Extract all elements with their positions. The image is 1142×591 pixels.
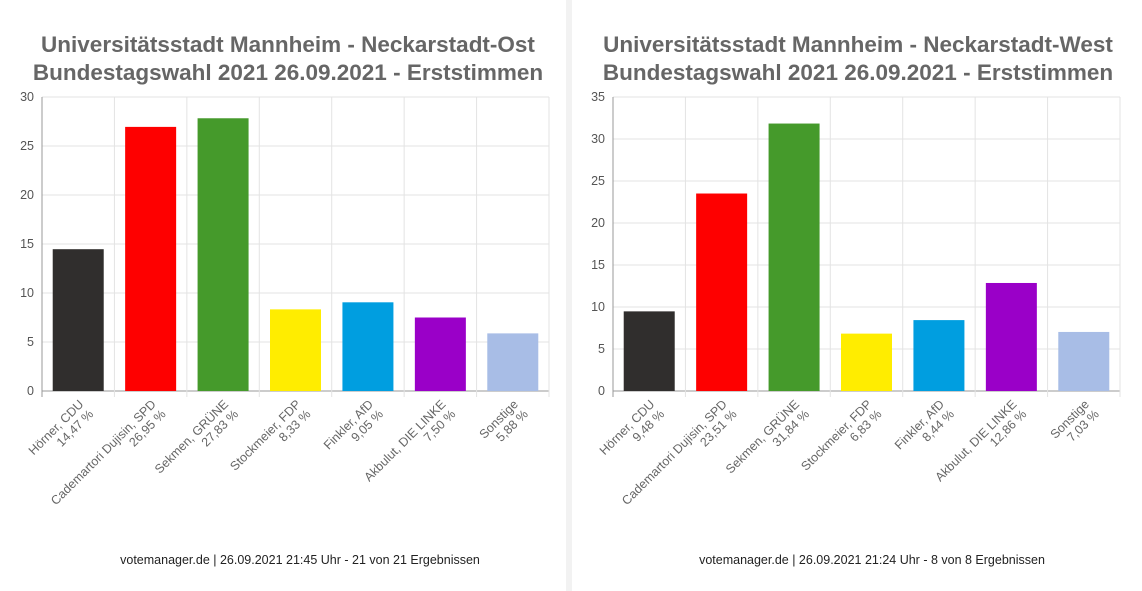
y-tick-label: 25 [591, 174, 605, 188]
bar [985, 282, 1037, 391]
x-tick-label: Sekmen, GRÜNE27,83 % [152, 397, 241, 486]
bar [52, 249, 104, 391]
y-tick-label: 5 [27, 335, 34, 349]
bar-chart-ost: Universitätsstadt Mannheim - Neckarstadt… [20, 32, 550, 567]
bar [623, 311, 675, 391]
chart-footer: votemanager.de | 26.09.2021 21:24 Uhr - … [699, 553, 1045, 567]
y-tick-label: 5 [598, 342, 605, 356]
y-tick-label: 20 [20, 188, 34, 202]
chart-title-line1: Universitätsstadt Mannheim - Neckarstadt… [603, 32, 1113, 57]
y-tick-label: 25 [20, 139, 34, 153]
chart-title-line2: Bundestagswahl 2021 26.09.2021 - Erststi… [603, 60, 1113, 85]
bar [696, 193, 748, 391]
x-tick-label: Sekmen, GRÜNE31,84 % [723, 397, 812, 486]
x-tick-label: Finkler, AfD9,05 % [321, 397, 386, 462]
bar [913, 320, 965, 391]
bar [125, 126, 177, 391]
x-tick-label: Sonstige5,88 % [477, 397, 531, 451]
bar [197, 118, 249, 392]
y-tick-label: 10 [591, 300, 605, 314]
x-tick-label: Finkler, AfD8,44 % [892, 397, 957, 462]
chart-title-line2: Bundestagswahl 2021 26.09.2021 - Erststi… [33, 60, 543, 85]
x-tick-label: Stockmeier, FDP8,33 % [227, 397, 313, 483]
y-tick-label: 35 [591, 90, 605, 104]
y-tick-label: 0 [27, 384, 34, 398]
y-tick-label: 15 [20, 237, 34, 251]
bar-chart-west: Universitätsstadt Mannheim - Neckarstadt… [591, 32, 1121, 567]
x-tick-label: Hörner, CDU14,47 % [26, 397, 96, 467]
chart-panel-neckarstadt-ost: Universitätsstadt Mannheim - Neckarstadt… [0, 0, 566, 591]
x-tick-label: Sonstige7,03 % [1048, 397, 1102, 451]
bar [414, 317, 466, 391]
y-tick-label: 30 [591, 132, 605, 146]
bar [768, 123, 820, 391]
y-tick-label: 0 [598, 384, 605, 398]
y-tick-label: 30 [20, 90, 34, 104]
x-tick-label: Hörner, CDU9,48 % [597, 397, 667, 467]
chart-panel-neckarstadt-west: Universitätsstadt Mannheim - Neckarstadt… [572, 0, 1142, 591]
bar [270, 309, 321, 391]
y-tick-label: 20 [591, 216, 605, 230]
bar [1058, 331, 1110, 391]
bar [487, 333, 539, 391]
chart-footer: votemanager.de | 26.09.2021 21:45 Uhr - … [120, 553, 480, 567]
y-tick-label: 15 [591, 258, 605, 272]
chart-title-line1: Universitätsstadt Mannheim - Neckarstadt… [41, 32, 535, 57]
bar [841, 333, 892, 391]
y-tick-label: 10 [20, 286, 34, 300]
x-tick-label: Stockmeier, FDP6,83 % [798, 397, 884, 483]
bar [342, 302, 394, 391]
